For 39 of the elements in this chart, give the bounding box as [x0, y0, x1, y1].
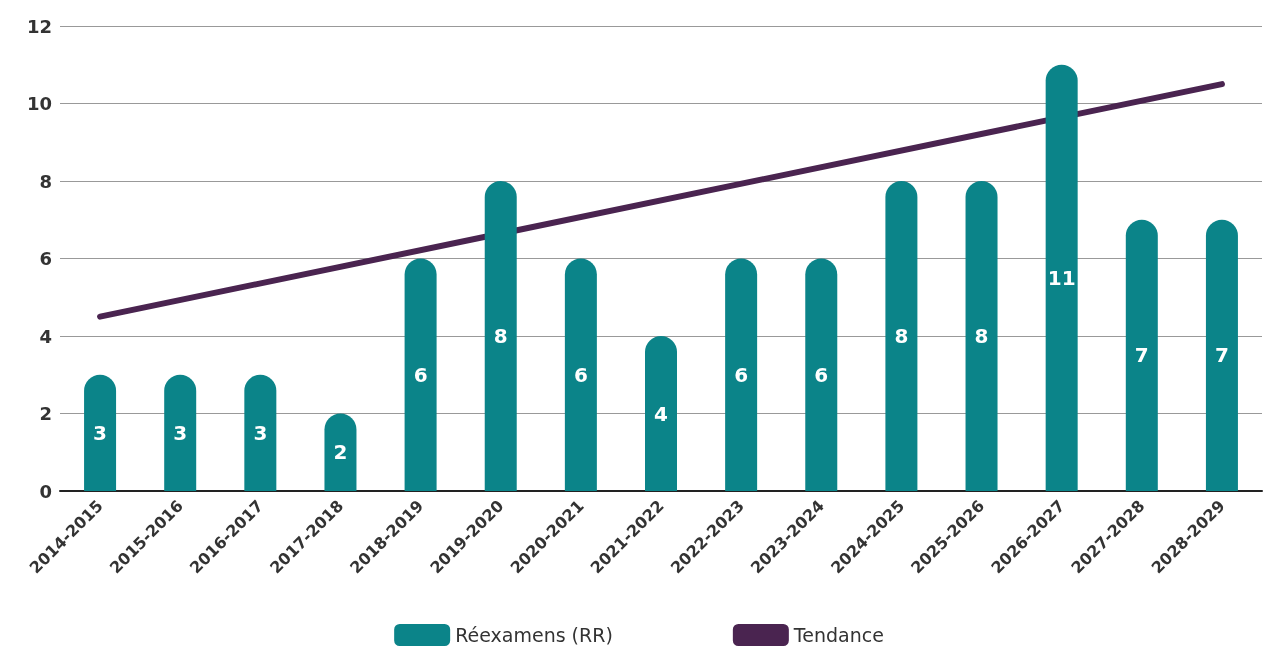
bar: [164, 374, 197, 491]
data-label: 6: [573, 362, 588, 387]
data-label: 3: [253, 420, 268, 445]
bar: [244, 374, 277, 491]
bar: [645, 336, 677, 491]
y-tick-label: 8: [39, 170, 52, 192]
data-label: 8: [493, 324, 508, 348]
bar: [1205, 219, 1238, 491]
bar: [84, 374, 117, 491]
y-tick-label: 12: [26, 15, 52, 37]
bar: [1045, 64, 1078, 491]
data-label: 8: [894, 324, 909, 348]
y-tick-label: 0: [39, 480, 52, 502]
data-label: 3: [93, 420, 108, 445]
data-label: 7: [1134, 343, 1149, 368]
data-label: 6: [413, 362, 428, 387]
data-label: 6: [734, 362, 749, 387]
legend-label: Réexamens (RR): [455, 624, 613, 646]
y-tick-label: 10: [26, 93, 52, 114]
y-tick-label: 4: [39, 325, 52, 347]
bar: [484, 181, 517, 491]
bar: [805, 258, 838, 491]
data-label: 11: [1047, 265, 1076, 290]
y-tick-label: 2: [39, 403, 52, 424]
data-label: 4: [654, 401, 668, 426]
bar: [1125, 219, 1158, 491]
bar: [404, 258, 437, 491]
data-label: 7: [1214, 343, 1229, 368]
bar: [324, 413, 357, 491]
data-label: 2: [333, 440, 348, 465]
data-label: 6: [814, 362, 829, 387]
data-label: 3: [173, 420, 188, 445]
data-label: 8: [974, 324, 989, 348]
y-tick-label: 6: [39, 248, 52, 269]
bar: [965, 181, 998, 491]
bar: [885, 181, 918, 491]
bar: [564, 258, 597, 491]
legend-label: Tendance: [792, 624, 884, 646]
bar: [725, 258, 758, 491]
